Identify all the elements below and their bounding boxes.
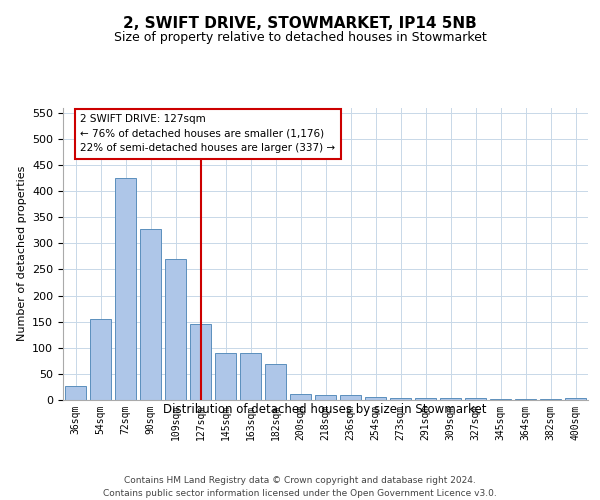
Bar [215, 353, 236, 400]
Bar [340, 395, 361, 400]
Bar [490, 399, 511, 400]
Text: 2 SWIFT DRIVE: 127sqm
← 76% of detached houses are smaller (1,176)
22% of semi-d: 2 SWIFT DRIVE: 127sqm ← 76% of detached … [80, 114, 335, 154]
Bar [440, 398, 461, 400]
Bar [540, 399, 561, 400]
Bar [90, 319, 111, 400]
Bar [365, 398, 386, 400]
Bar [140, 229, 161, 400]
Bar [465, 398, 486, 400]
Bar [290, 394, 311, 400]
Bar [315, 395, 336, 400]
Y-axis label: Number of detached properties: Number of detached properties [17, 166, 26, 342]
Bar [65, 386, 86, 400]
Bar [515, 399, 536, 400]
Text: Distribution of detached houses by size in Stowmarket: Distribution of detached houses by size … [163, 402, 487, 415]
Bar [390, 398, 411, 400]
Text: Size of property relative to detached houses in Stowmarket: Size of property relative to detached ho… [113, 31, 487, 44]
Bar [115, 178, 136, 400]
Text: 2, SWIFT DRIVE, STOWMARKET, IP14 5NB: 2, SWIFT DRIVE, STOWMARKET, IP14 5NB [123, 16, 477, 31]
Bar [240, 353, 261, 400]
Bar [415, 398, 436, 400]
Bar [165, 259, 186, 400]
Text: Contains HM Land Registry data © Crown copyright and database right 2024.: Contains HM Land Registry data © Crown c… [124, 476, 476, 485]
Bar [265, 364, 286, 400]
Bar [565, 398, 586, 400]
Bar [190, 324, 211, 400]
Text: Contains public sector information licensed under the Open Government Licence v3: Contains public sector information licen… [103, 489, 497, 498]
